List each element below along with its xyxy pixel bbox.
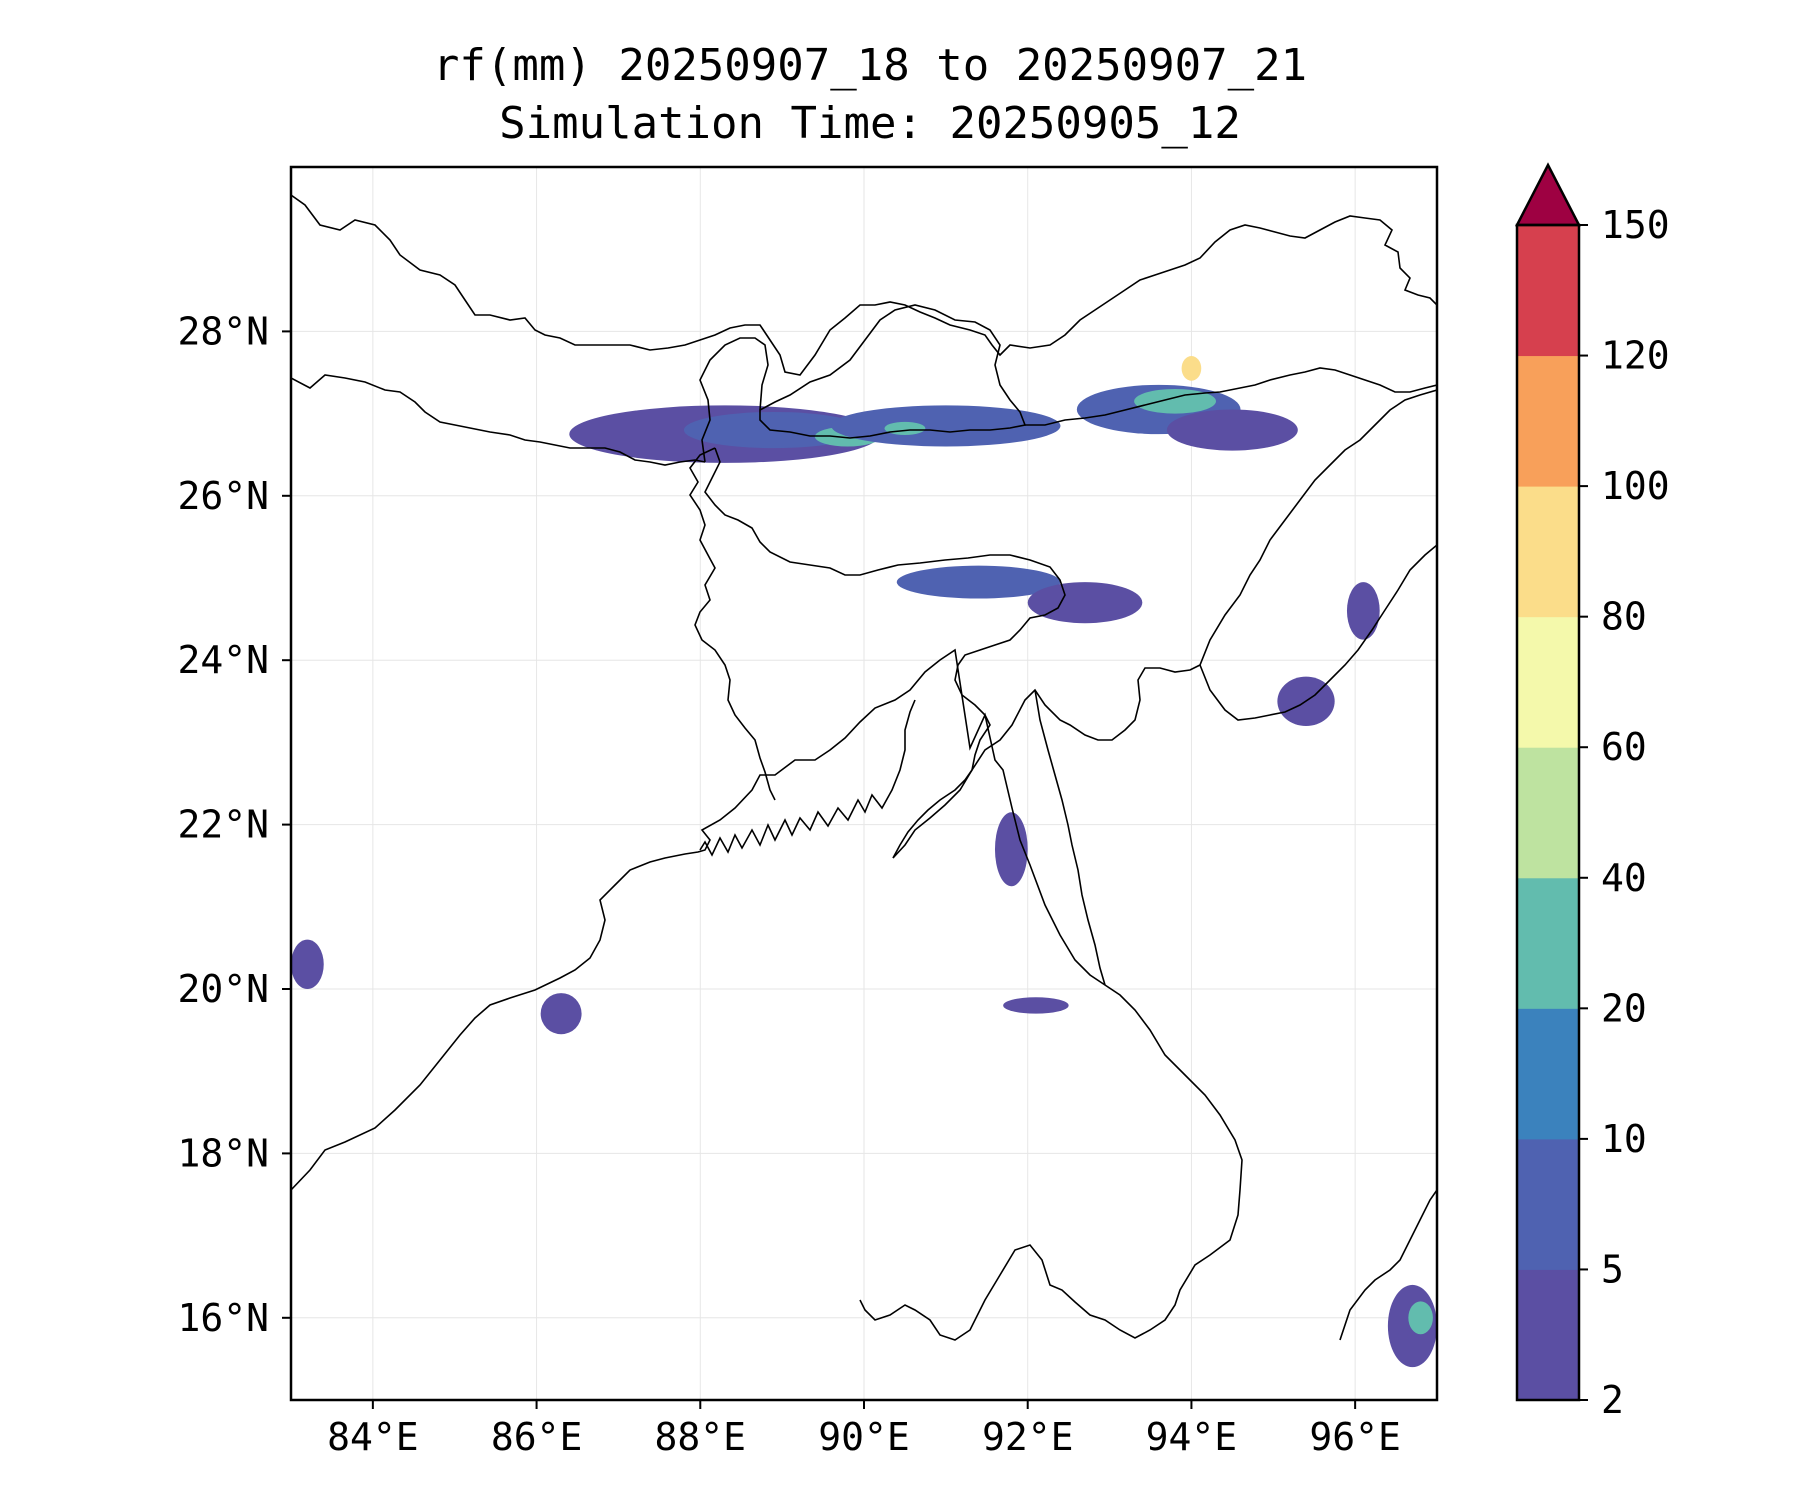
colorbar-label: 60 (1601, 725, 1647, 769)
rain-area (1181, 356, 1202, 381)
colorbar: 2 5 10 20 40 60 80 100 120 150 (1514, 162, 1670, 1422)
rain-area (540, 993, 582, 1035)
rain-area (1003, 997, 1069, 1014)
rain-area (994, 812, 1028, 887)
colorbar-label: 120 (1601, 334, 1670, 378)
colorbar-label: 5 (1601, 1247, 1624, 1291)
y-tick-label: 24°N (177, 638, 269, 682)
border-arunachal (1025, 367, 1437, 426)
colorbar-frame (1515, 223, 1581, 1402)
colorbar-label: 80 (1601, 595, 1647, 639)
x-axis-ticks: 84°E 86°E 88°E 90°E 92°E 94°E 96°E (327, 1400, 1401, 1459)
border-bhutan (759, 304, 1027, 439)
x-tick-label: 90°E (818, 1415, 910, 1459)
y-tick-label: 18°N (177, 1131, 269, 1175)
colorbar-segment (1517, 877, 1579, 1009)
colorbar-label: 10 (1601, 1117, 1647, 1161)
rain-area (1408, 1301, 1433, 1335)
gridlines (291, 167, 1437, 1400)
y-tick-label: 20°N (177, 967, 269, 1011)
colorbar-label: 2 (1601, 1378, 1624, 1422)
colorbar-segment (1517, 1008, 1579, 1140)
colorbar-segment (1517, 225, 1579, 357)
colorbar-label: 100 (1601, 464, 1670, 508)
rain-area (896, 565, 1061, 599)
border-bangladesh (704, 447, 1066, 859)
y-axis-ticks: 28°N 26°N 24°N 22°N 20°N 18°N 16°N (177, 309, 291, 1340)
rain-area (1346, 582, 1380, 640)
colorbar-segment (1517, 355, 1579, 487)
rain-area (1027, 582, 1143, 624)
border-myanmar-north (1199, 544, 1437, 721)
rain-area (884, 421, 926, 435)
rain-area (1134, 388, 1216, 414)
x-tick-label: 84°E (327, 1415, 419, 1459)
colorbar-label: 40 (1601, 856, 1647, 900)
map-subtitle: Simulation Time: 20250905_12 (499, 98, 1241, 149)
map-title: rf(mm) 20250907_18 to 20250907_21 (432, 40, 1308, 91)
border-bangladesh-west (689, 447, 776, 801)
x-tick-label: 96°E (1309, 1415, 1401, 1459)
y-tick-label: 28°N (177, 309, 269, 353)
colorbar-extend-arrow (1514, 162, 1582, 227)
colorbar-segment (1517, 1138, 1579, 1270)
colorbar-segment (1517, 1269, 1579, 1401)
rain-area (831, 405, 1061, 447)
x-tick-label: 86°E (491, 1415, 583, 1459)
colorbar-label: 150 (1601, 203, 1670, 247)
coastline (291, 648, 1243, 1341)
x-tick-label: 88°E (655, 1415, 747, 1459)
y-tick-label: 16°N (177, 1296, 269, 1340)
coastlines-and-borders (291, 194, 1437, 1341)
rain-area (291, 939, 324, 990)
rainfall-contours (291, 356, 1437, 1368)
y-tick-label: 26°N (177, 474, 269, 518)
y-tick-label: 22°N (177, 803, 269, 847)
coastline-mawlamyine (1339, 1189, 1437, 1341)
delta-coast (699, 699, 916, 857)
border-nepal-india (291, 374, 706, 466)
border-sikkim (699, 337, 769, 463)
x-tick-label: 92°E (982, 1415, 1074, 1459)
border-nepal-china (291, 194, 1437, 376)
rain-area (1166, 409, 1298, 451)
border-myanmar-west (1034, 689, 1106, 986)
border-northeast-india (892, 389, 1437, 859)
colorbar-segment (1517, 616, 1579, 748)
colorbar-segment (1517, 747, 1579, 879)
x-tick-label: 94°E (1146, 1415, 1238, 1459)
colorbar-label: 20 (1601, 986, 1647, 1030)
colorbar-segment (1517, 486, 1579, 618)
